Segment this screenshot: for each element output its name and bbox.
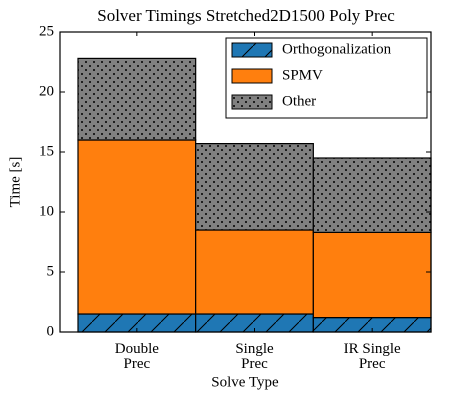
legend-label: Orthogonalization — [282, 41, 392, 57]
y-tick-label: 0 — [47, 323, 55, 339]
bar-hatch — [313, 317, 431, 332]
y-tick-label: 20 — [39, 83, 54, 99]
y-axis-label: Time [s] — [7, 157, 23, 208]
legend-swatch — [231, 68, 273, 84]
bar-hatch — [195, 314, 314, 332]
y-tick-label: 10 — [39, 203, 54, 219]
bar-hatch — [195, 143, 314, 230]
y-tick-label: 5 — [47, 263, 55, 279]
bar-hatch — [78, 314, 196, 332]
legend-hatch — [232, 95, 272, 109]
bar-hatch — [313, 158, 431, 233]
chart-title: Solver Timings Stretched2D1500 Poly Prec — [97, 6, 395, 25]
legend-hatch — [232, 43, 272, 57]
legend-label: SPMV — [282, 67, 323, 83]
x-tick-label: Double Prec — [115, 341, 160, 372]
plot-frame — [59, 31, 432, 333]
x-tick-label: IR Single Prec — [344, 341, 401, 372]
bar-segment — [77, 139, 197, 315]
bar-segment — [312, 231, 432, 319]
legend-label: Other — [282, 93, 316, 109]
y-tick-label: 15 — [39, 143, 54, 159]
y-tick-label: 25 — [39, 23, 54, 39]
bar-hatch — [78, 58, 196, 140]
x-axis-label: Solve Type — [211, 374, 279, 390]
bar-segment — [195, 229, 314, 315]
x-tick-label: Single Prec — [235, 341, 274, 372]
